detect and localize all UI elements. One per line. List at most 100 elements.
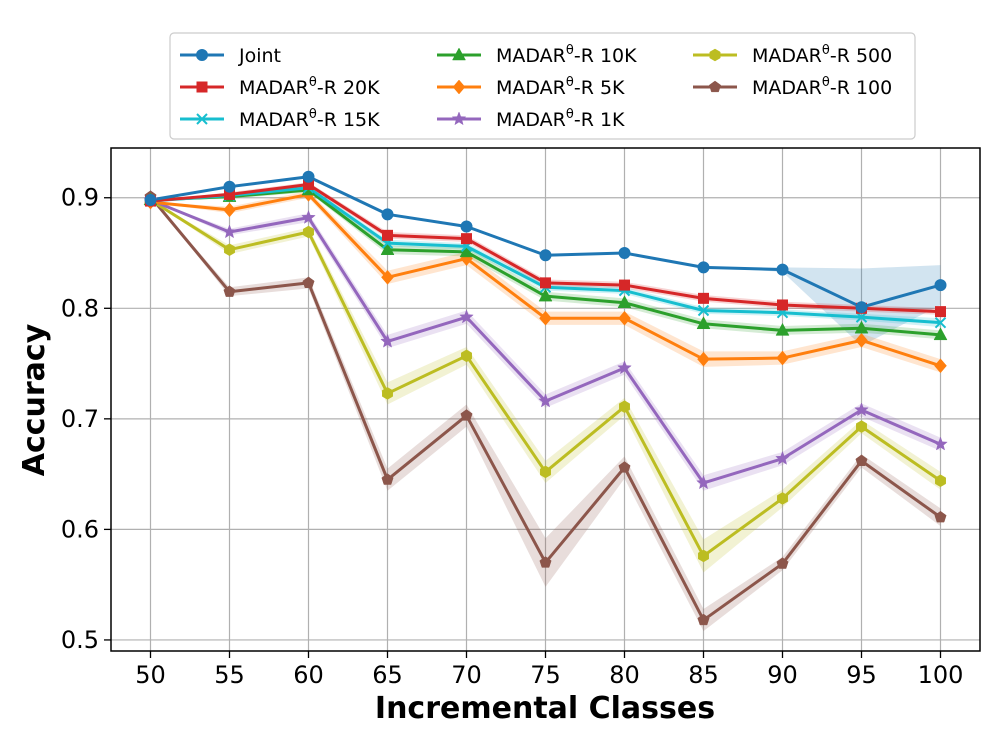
point-MADARθ-R 20K-90	[777, 299, 788, 311]
y-tick-label: 0.5	[61, 626, 99, 654]
legend-label: MADARθ-R 10K	[496, 43, 637, 67]
point-MADARθ-R 20K-55	[224, 188, 235, 200]
point-MADARθ-R 100-90	[776, 557, 789, 569]
point-MADARθ-R 500-70	[461, 349, 472, 363]
x-tick-label: 80	[609, 661, 640, 689]
point-MADARθ-R 500-60	[303, 225, 314, 239]
x-tick-label: 100	[918, 661, 964, 689]
x-tick-label: 50	[135, 661, 166, 689]
x-tick-label: 85	[688, 661, 719, 689]
point-MADARθ-R 500-65	[382, 387, 393, 400]
point-MADARθ-R 10K-75	[538, 288, 553, 302]
point-MADARθ-R 1K-95	[854, 402, 869, 417]
legend-label: MADARθ-R 1K	[496, 107, 625, 131]
point-MADARθ-R 5K-55	[223, 202, 236, 218]
legend-swatch-marker	[196, 113, 208, 125]
point-MADARθ-R 5K-95	[855, 332, 868, 348]
point-Joint-80	[618, 247, 631, 260]
point-MADARθ-R 1K-80	[617, 360, 632, 375]
point-MADARθ-R 100-80	[618, 461, 631, 473]
point-Joint-65	[381, 208, 394, 221]
legend-label: Joint	[238, 45, 281, 67]
point-Joint-70	[460, 220, 473, 233]
x-tick-label: 75	[530, 661, 561, 689]
point-MADARθ-R 500-75	[540, 465, 551, 479]
y-tick-label: 0.9	[61, 184, 99, 212]
x-tick-label: 95	[846, 661, 877, 689]
point-Joint-50	[144, 193, 157, 206]
legend-label: MADARθ-R 15K	[239, 107, 380, 131]
point-MADARθ-R 1K-85	[696, 475, 711, 490]
legend-label: MADARθ-R 20K	[239, 75, 380, 99]
point-Joint-90	[776, 263, 789, 276]
x-tick-label: 55	[214, 661, 245, 689]
point-MADARθ-R 500-80	[619, 400, 630, 413]
point-MADARθ-R 5K-80	[618, 310, 631, 326]
legend-swatch-marker	[452, 79, 466, 95]
point-MADARθ-R 5K-65	[381, 269, 394, 285]
legend-frame	[169, 32, 916, 140]
x-tick-label: 65	[372, 661, 403, 689]
point-MADARθ-R 15K-85	[697, 304, 710, 317]
point-MADARθ-R 500-90	[777, 492, 788, 505]
y-tick-label: 0.6	[61, 515, 99, 543]
y-axis-ticks: 0.5 0.6 0.7 0.8 0.9	[61, 184, 111, 654]
series-markers	[143, 170, 948, 626]
legend-label: MADARθ-R 5K	[496, 75, 625, 99]
point-MADARθ-R 20K-100	[935, 306, 946, 318]
x-axis-ticks: 50 55 60 65 70 75 80 85 90 95 100	[135, 651, 963, 689]
point-MADARθ-R 5K-90	[776, 350, 789, 366]
point-MADARθ-R 500-100	[935, 474, 946, 488]
legend-swatch-marker	[451, 111, 467, 126]
x-axis-title: Incremental Classes	[375, 691, 715, 726]
point-Joint-95	[855, 301, 868, 314]
legend-label: MADARθ-R 100	[752, 75, 892, 99]
legend-swatch-marker	[196, 81, 208, 93]
y-tick-label: 0.8	[61, 294, 99, 322]
point-MADARθ-R 100-95	[855, 454, 868, 466]
legend: Joint MADARθ-R 20K MADARθ-R 15K MADARθ-R 10…	[169, 32, 916, 140]
point-Joint-85	[697, 261, 710, 274]
point-MADARθ-R 20K-65	[382, 229, 393, 241]
point-MADARθ-R 20K-85	[698, 292, 709, 304]
point-MADARθ-R 1K-100	[933, 436, 948, 451]
point-MADARθ-R 10K-90	[775, 322, 790, 336]
legend-swatch-marker	[709, 48, 721, 62]
point-MADARθ-R 15K-100	[934, 316, 947, 329]
point-MADARθ-R 100-55	[223, 285, 236, 297]
point-MADARθ-R 5K-85	[697, 351, 710, 367]
point-MADARθ-R 10K-85	[696, 316, 711, 330]
point-MADARθ-R 500-85	[698, 549, 709, 563]
point-MADARθ-R 100-70	[460, 409, 473, 421]
point-MADARθ-R 5K-75	[539, 310, 552, 326]
point-MADARθ-R 500-95	[856, 420, 867, 433]
legend-swatch-marker	[452, 47, 466, 61]
point-MADARθ-R 1K-55	[222, 224, 237, 239]
point-MADARθ-R 10K-65	[380, 242, 395, 255]
x-tick-label: 60	[293, 661, 324, 689]
point-MADARθ-R 1K-60	[301, 209, 316, 224]
point-MADARθ-R 100-100	[934, 510, 947, 523]
point-Joint-60	[302, 170, 315, 183]
point-MADARθ-R 20K-70	[461, 233, 472, 245]
point-MADARθ-R 15K-95	[855, 311, 868, 323]
legend-swatch-marker	[708, 80, 722, 93]
point-MADARθ-R 100-60	[302, 276, 315, 288]
point-MADARθ-R 20K-80	[619, 279, 630, 291]
point-MADARθ-R 100-65	[381, 473, 394, 485]
point-MADARθ-R 1K-65	[380, 333, 395, 348]
x-tick-label: 70	[451, 661, 482, 689]
y-axis-title: Accuracy	[17, 323, 52, 476]
point-MADARθ-R 5K-100	[934, 358, 947, 374]
point-Joint-55	[223, 180, 236, 193]
point-MADARθ-R 100-75	[539, 556, 552, 568]
band-MADARθ-R 100	[150, 196, 941, 632]
point-MADARθ-R 1K-70	[459, 309, 474, 324]
point-Joint-75	[539, 249, 552, 262]
point-MADARθ-R 10K-100	[933, 327, 948, 341]
y-tick-label: 0.7	[61, 405, 99, 433]
point-MADARθ-R 20K-75	[540, 277, 551, 289]
legend-label: MADARθ-R 500	[752, 43, 892, 67]
point-MADARθ-R 100-85	[697, 613, 710, 626]
